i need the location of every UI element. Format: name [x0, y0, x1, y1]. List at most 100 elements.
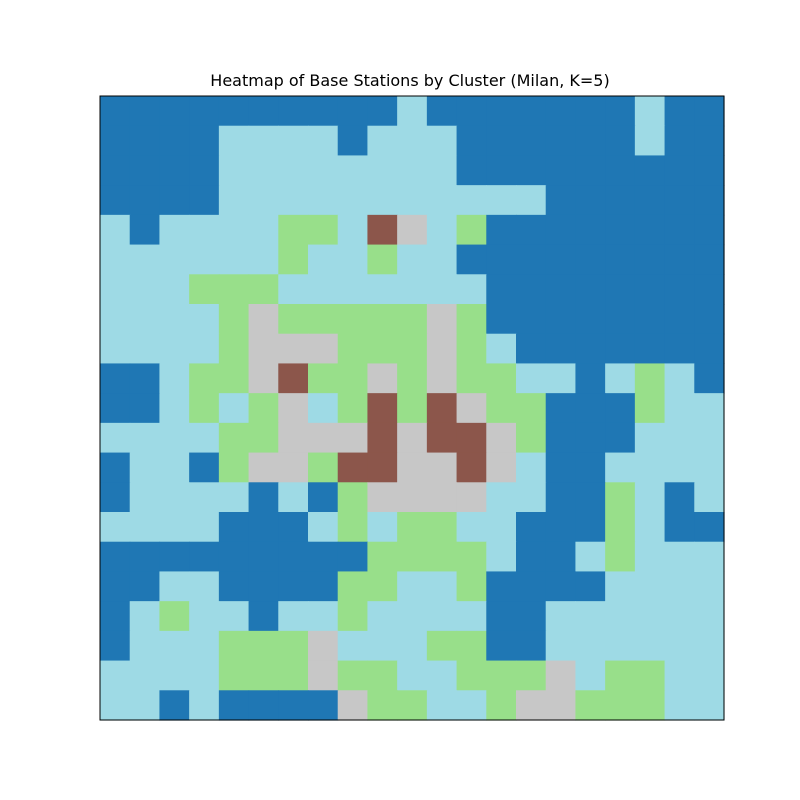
- heatmap-cell-r18-c18: [634, 630, 666, 662]
- heatmap-cell-r18-c20: [694, 630, 725, 662]
- heatmap-cell-r2-c16: [575, 155, 606, 186]
- heatmap-cell-r17-c1: [129, 601, 161, 632]
- heatmap-cell-r9-c18: [634, 363, 666, 394]
- heatmap-cell-r9-c9: [367, 363, 398, 394]
- heatmap-cell-r13-c7: [308, 482, 339, 513]
- heatmap-cell-r8-c3: [189, 333, 220, 365]
- heatmap-cell-r4-c15: [545, 214, 577, 246]
- heatmap-cell-r10-c15: [545, 393, 577, 424]
- heatmap-cell-r12-c8: [337, 452, 369, 483]
- heatmap-cell-r9-c2: [159, 363, 190, 394]
- heatmap-cell-r10-c7: [308, 393, 339, 424]
- heatmap-cell-r15-c19: [664, 541, 695, 573]
- heatmap-cell-r19-c2: [159, 660, 190, 691]
- heatmap-cell-r19-c3: [189, 660, 220, 691]
- heatmap-cell-r19-c17: [605, 660, 636, 691]
- heatmap-cell-r0-c4: [218, 96, 250, 127]
- heatmap-cell-r3-c14: [516, 185, 547, 216]
- heatmap-cell-r10-c8: [337, 393, 369, 424]
- heatmap-cell-r2-c7: [308, 155, 339, 186]
- heatmap-cell-r20-c16: [575, 690, 606, 721]
- heatmap-cell-r17-c19: [664, 601, 695, 632]
- heatmap-cell-r13-c11: [426, 482, 458, 513]
- plot-frame: [99, 95, 725, 721]
- heatmap-cell-r17-c16: [575, 601, 606, 632]
- heatmap-cell-r16-c7: [308, 571, 339, 602]
- heatmap-cell-r9-c20: [694, 363, 725, 394]
- heatmap-cell-r6-c16: [575, 274, 606, 305]
- heatmap-cell-r16-c1: [129, 571, 161, 602]
- heatmap-cell-r6-c11: [426, 274, 458, 305]
- heatmap-cell-r5-c11: [426, 244, 458, 275]
- heatmap-cell-r17-c6: [278, 601, 309, 632]
- heatmap-cell-r13-c12: [456, 482, 487, 513]
- heatmap-cell-r8-c12: [456, 333, 487, 365]
- heatmap-cell-r14-c3: [189, 512, 220, 543]
- heatmap-cell-r15-c1: [129, 541, 161, 573]
- heatmap-cell-r20-c0: [100, 690, 131, 721]
- heatmap-cell-r4-c11: [426, 214, 458, 246]
- heatmap-cell-r1-c1: [129, 125, 161, 157]
- heatmap-cell-r12-c7: [308, 452, 339, 483]
- heatmap-cell-r12-c13: [486, 452, 517, 483]
- chart-title: Heatmap of Base Stations by Cluster (Mil…: [210, 71, 610, 90]
- heatmap-cell-r11-c15: [545, 422, 577, 454]
- heatmap-cell-r19-c6: [278, 660, 309, 691]
- heatmap-cell-r9-c14: [516, 363, 547, 394]
- heatmap-cell-r10-c16: [575, 393, 606, 424]
- heatmap-cell-r18-c15: [545, 630, 577, 662]
- heatmap-cell-r17-c2: [159, 601, 190, 632]
- heatmap-cell-r14-c15: [545, 512, 577, 543]
- heatmap-cell-r15-c15: [545, 541, 577, 573]
- heatmap-cell-r2-c4: [218, 155, 250, 186]
- heatmap-cell-r18-c2: [159, 630, 190, 662]
- heatmap-cell-r6-c8: [337, 274, 369, 305]
- heatmap-cell-r4-c14: [516, 214, 547, 246]
- heatmap-cell-r1-c19: [664, 125, 695, 157]
- heatmap-cell-r6-c3: [189, 274, 220, 305]
- heatmap-cell-r4-c7: [308, 214, 339, 246]
- heatmap-cell-r17-c14: [516, 601, 547, 632]
- heatmap-cell-r14-c0: [100, 512, 131, 543]
- heatmap-cell-r4-c8: [337, 214, 369, 246]
- heatmap-cell-r0-c1: [129, 96, 161, 127]
- heatmap-cell-r8-c6: [278, 333, 309, 365]
- heatmap-cell-r15-c7: [308, 541, 339, 573]
- heatmap-cell-r3-c4: [218, 185, 250, 216]
- heatmap-cell-r1-c8: [337, 125, 369, 157]
- heatmap-cell-r14-c13: [486, 512, 517, 543]
- heatmap-cell-r12-c17: [605, 452, 636, 483]
- heatmap-cell-r13-c14: [516, 482, 547, 513]
- heatmap-cell-r8-c2: [159, 333, 190, 365]
- heatmap-cell-r8-c11: [426, 333, 458, 365]
- heatmap-cell-r6-c5: [248, 274, 279, 305]
- heatmap-cell-r20-c8: [337, 690, 369, 721]
- heatmap-cell-r19-c4: [218, 660, 250, 691]
- heatmap-cell-r10-c12: [456, 393, 487, 424]
- heatmap-cell-r4-c1: [129, 214, 161, 246]
- heatmap-cell-r1-c3: [189, 125, 220, 157]
- heatmap-cell-r17-c3: [189, 601, 220, 632]
- heatmap-cell-r9-c19: [664, 363, 695, 394]
- heatmap-cell-r11-c17: [605, 422, 636, 454]
- heatmap-cell-r7-c8: [337, 304, 369, 335]
- heatmap-cell-r3-c9: [367, 185, 398, 216]
- heatmap-cell-r13-c18: [634, 482, 666, 513]
- heatmap-cell-r10-c10: [397, 393, 428, 424]
- heatmap-cell-r9-c3: [189, 363, 220, 394]
- heatmap-cell-r19-c10: [397, 660, 428, 691]
- heatmap-cell-r8-c15: [545, 333, 577, 365]
- heatmap-cell-r15-c14: [516, 541, 547, 573]
- heatmap-cell-r3-c7: [308, 185, 339, 216]
- heatmap-cell-r11-c9: [367, 422, 398, 454]
- heatmap-cell-r14-c1: [129, 512, 161, 543]
- heatmap-cell-r16-c16: [575, 571, 606, 602]
- heatmap-cell-r9-c11: [426, 363, 458, 394]
- heatmap-cell-r14-c16: [575, 512, 606, 543]
- heatmap-cell-r10-c4: [218, 393, 250, 424]
- heatmap-cell-r3-c15: [545, 185, 577, 216]
- heatmap-cell-r9-c16: [575, 363, 606, 394]
- heatmap-cell-r2-c18: [634, 155, 666, 186]
- heatmap-cell-r3-c17: [605, 185, 636, 216]
- heatmap-cell-r20-c20: [694, 690, 725, 721]
